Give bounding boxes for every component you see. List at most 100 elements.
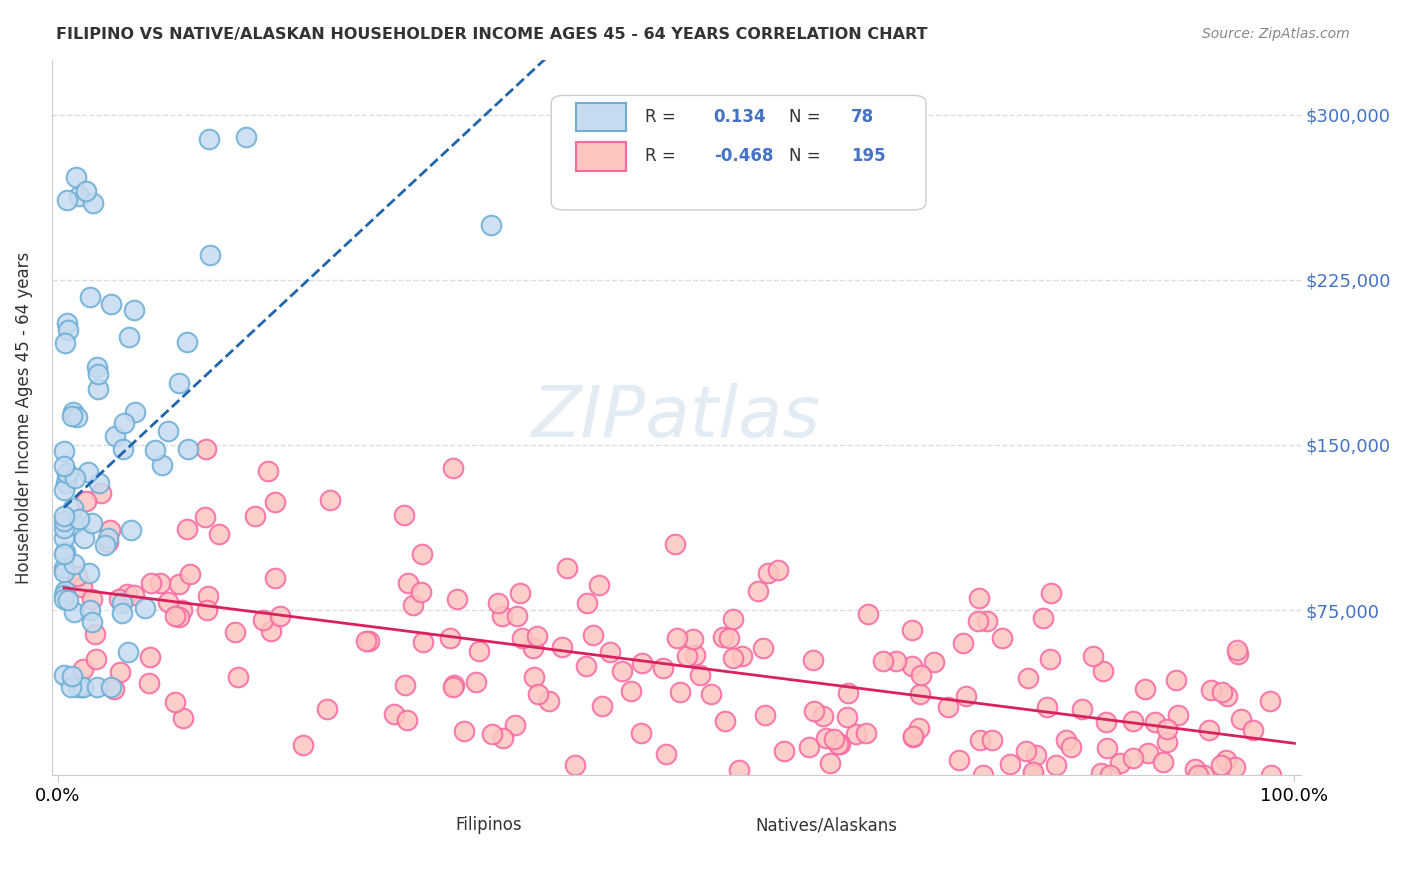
Text: 195: 195: [851, 147, 886, 165]
Point: [319, 493, 342, 508]
Point: [818, 756, 841, 770]
Point: [55, 471, 77, 485]
Point: [104, 428, 127, 442]
Point: [711, 630, 734, 644]
Point: [115, 587, 138, 601]
Point: [53, 583, 76, 598]
Point: [53, 668, 76, 682]
Point: [1156, 722, 1178, 736]
Point: [1122, 750, 1144, 764]
Point: [486, 597, 509, 611]
Point: [139, 649, 162, 664]
Point: [685, 648, 707, 663]
Point: [1166, 673, 1188, 687]
Circle shape: [387, 817, 416, 834]
Point: [67, 189, 90, 203]
Point: [728, 763, 751, 777]
Point: [75, 184, 97, 198]
Point: [1241, 723, 1264, 738]
Point: [689, 667, 711, 681]
Point: [392, 508, 415, 523]
Point: [1135, 681, 1157, 696]
Point: [82, 592, 104, 607]
Point: [815, 731, 838, 746]
Point: [53, 547, 76, 561]
Point: [176, 334, 198, 349]
Point: [53, 588, 76, 602]
Point: [980, 733, 1002, 747]
Point: [194, 509, 217, 524]
Point: [503, 718, 526, 732]
Point: [76, 465, 98, 479]
Point: [803, 704, 825, 718]
Point: [976, 614, 998, 628]
Circle shape: [717, 817, 748, 834]
Point: [82, 195, 104, 210]
Text: 78: 78: [851, 108, 875, 126]
Point: [62, 501, 84, 516]
Point: [87, 368, 110, 382]
Point: [551, 640, 574, 655]
Point: [1226, 647, 1249, 661]
Point: [1015, 744, 1038, 758]
Point: [837, 686, 859, 700]
Point: [157, 424, 180, 438]
Point: [676, 649, 699, 664]
Text: -0.468: -0.468: [714, 147, 773, 165]
Point: [124, 302, 146, 317]
Point: [84, 627, 107, 641]
Point: [195, 603, 218, 617]
Point: [56, 323, 79, 337]
Point: [354, 634, 377, 648]
Point: [1017, 671, 1039, 685]
Point: [845, 727, 868, 741]
Point: [97, 531, 120, 545]
Point: [967, 615, 990, 629]
Point: [1039, 652, 1062, 666]
Point: [1039, 586, 1062, 600]
Point: [70, 580, 93, 594]
Point: [53, 514, 76, 528]
Point: [1187, 768, 1209, 782]
Point: [1194, 768, 1216, 782]
Point: [972, 768, 994, 782]
Point: [630, 725, 652, 739]
Point: [1095, 714, 1118, 729]
Point: [1258, 694, 1281, 708]
Point: [177, 442, 200, 456]
Point: [226, 670, 249, 684]
Point: [581, 627, 603, 641]
Point: [858, 607, 880, 621]
Point: [208, 526, 231, 541]
Point: [948, 753, 970, 767]
Point: [908, 722, 931, 736]
Point: [63, 471, 86, 485]
Point: [62, 405, 84, 419]
Point: [1137, 746, 1160, 760]
Point: [811, 709, 834, 723]
Point: [967, 591, 990, 605]
Point: [901, 731, 924, 745]
Point: [664, 537, 686, 551]
Point: [179, 566, 201, 581]
Text: R =: R =: [645, 147, 676, 165]
Point: [67, 511, 90, 525]
Point: [73, 531, 96, 545]
Point: [80, 615, 103, 629]
Point: [195, 442, 218, 457]
Point: [53, 444, 76, 458]
Point: [908, 687, 931, 701]
Point: [827, 737, 849, 751]
Point: [264, 495, 287, 509]
Point: [103, 681, 125, 696]
Point: [998, 756, 1021, 771]
Point: [197, 589, 219, 603]
Point: [118, 330, 141, 344]
Point: [66, 680, 89, 694]
Point: [1156, 734, 1178, 748]
Point: [721, 612, 744, 626]
Point: [53, 521, 76, 535]
Point: [86, 680, 108, 694]
Point: [165, 695, 187, 709]
Point: [167, 610, 190, 624]
